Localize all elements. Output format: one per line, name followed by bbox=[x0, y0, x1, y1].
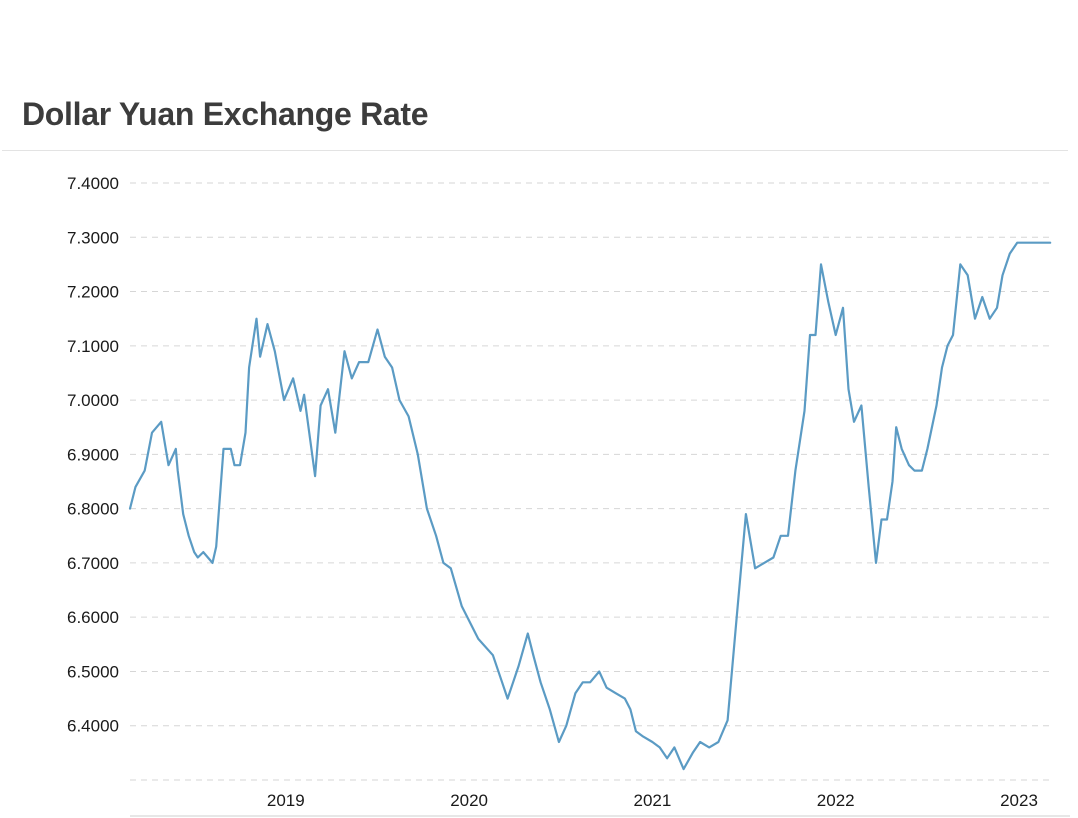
gridlines bbox=[130, 182, 1052, 781]
x-tick-label: 2021 bbox=[633, 791, 671, 810]
y-tick-label: 6.8000 bbox=[67, 500, 119, 519]
y-tick-label: 7.3000 bbox=[67, 228, 119, 247]
series-line bbox=[128, 241, 1052, 771]
x-axis-ticks: 2019 2020 2021 2022 2023 bbox=[267, 791, 1038, 810]
title-divider bbox=[2, 150, 1068, 151]
y-tick-label: 7.4000 bbox=[67, 174, 119, 193]
y-tick-label: 6.9000 bbox=[67, 445, 119, 464]
y-axis-ticks: 7.4000 7.3000 7.2000 7.1000 7.0000 6.9000 6.80… bbox=[67, 174, 119, 736]
y-tick-label: 7.2000 bbox=[67, 283, 119, 302]
y-tick-label: 6.5000 bbox=[67, 662, 119, 681]
y-tick-label: 6.4000 bbox=[67, 717, 119, 736]
y-tick-label: 7.1000 bbox=[67, 337, 119, 356]
y-tick-label: 6.7000 bbox=[67, 554, 119, 573]
x-tick-label: 2020 bbox=[450, 791, 488, 810]
y-tick-label: 6.6000 bbox=[67, 608, 119, 627]
x-tick-label: 2023 bbox=[1000, 791, 1038, 810]
x-tick-label: 2019 bbox=[267, 791, 305, 810]
chart-title: Dollar Yuan Exchange Rate bbox=[22, 96, 429, 132]
x-tick-label: 2022 bbox=[817, 791, 855, 810]
y-tick-label: 7.0000 bbox=[67, 391, 119, 410]
